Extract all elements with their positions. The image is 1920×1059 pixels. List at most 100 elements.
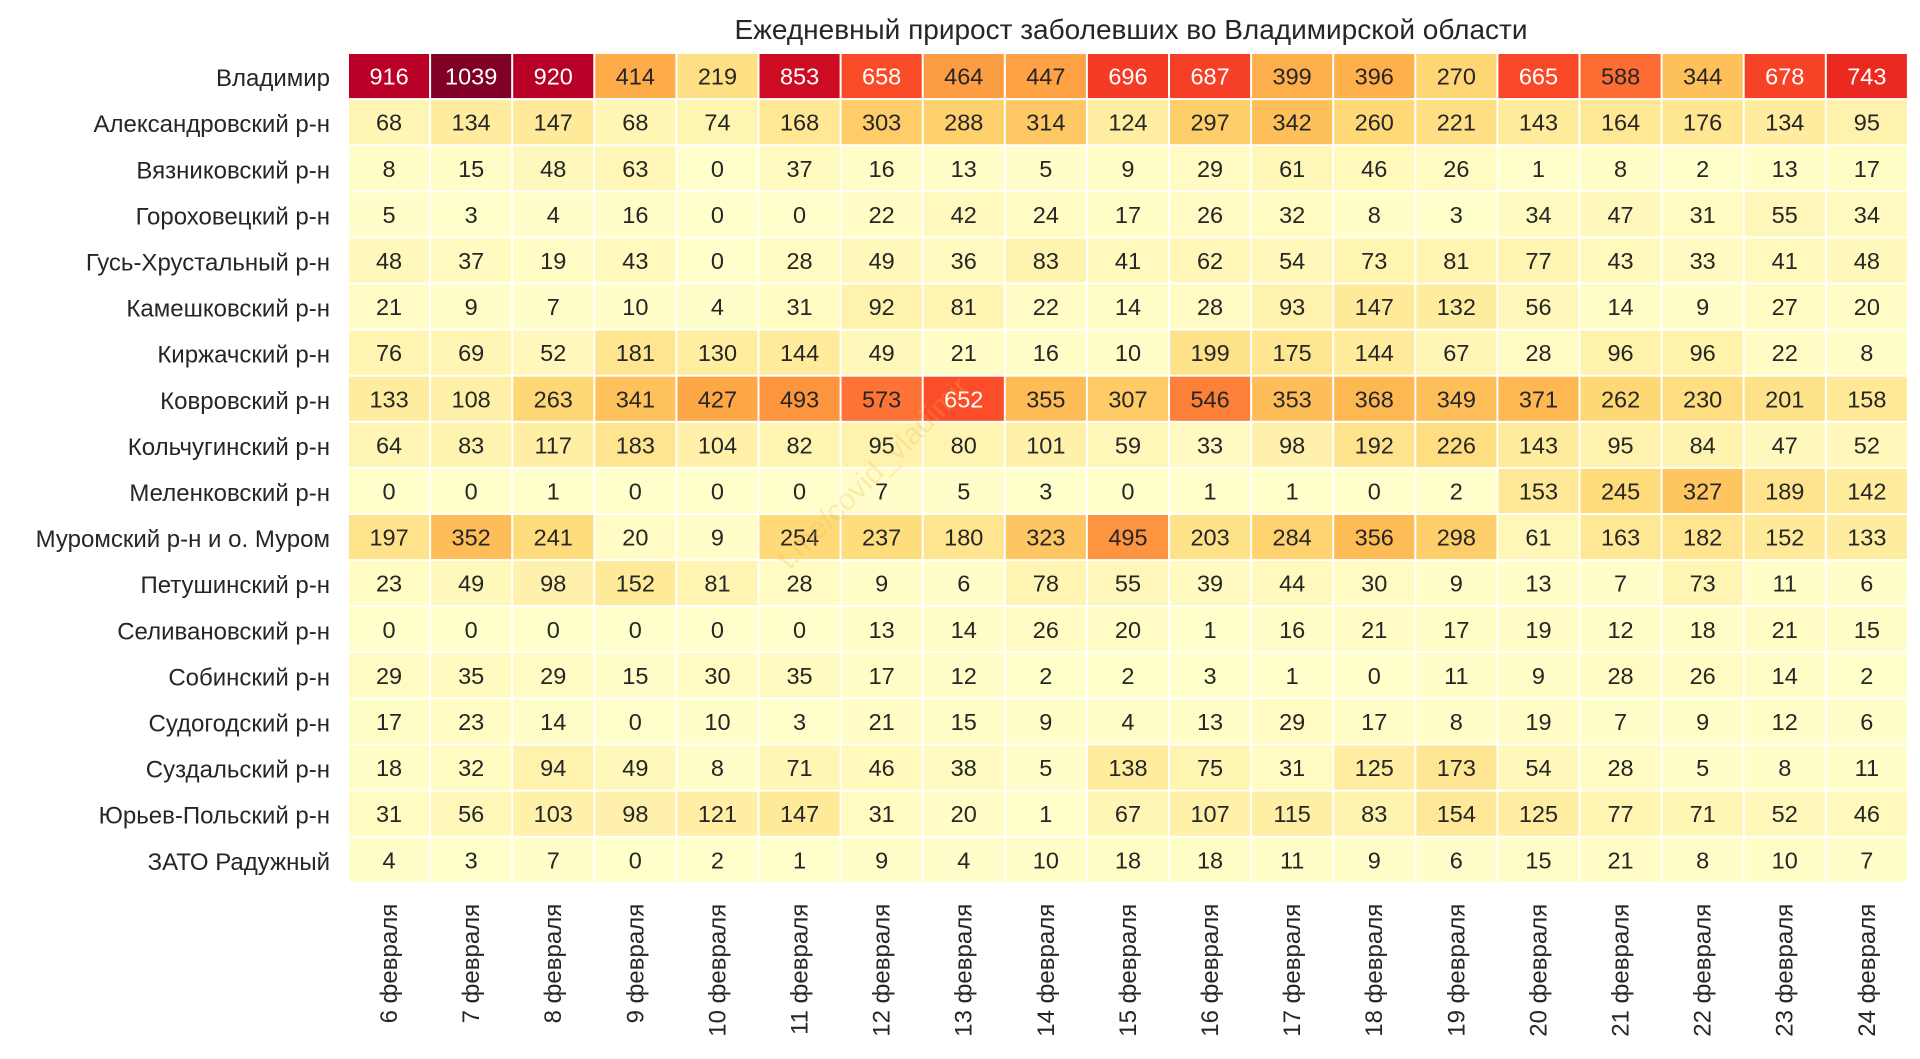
- heatmap-cell: [595, 837, 676, 882]
- column-label: 8 февраля: [540, 904, 567, 1024]
- heatmap-cell: [1334, 284, 1415, 329]
- cell-value-label: 5: [1039, 755, 1052, 781]
- heatmap-cell: [1252, 146, 1333, 191]
- cell-value-label: 17: [1854, 156, 1880, 182]
- cell-value-label: 9: [1368, 847, 1381, 873]
- heatmap-cell: [1005, 330, 1086, 375]
- cell-value-label: 73: [1361, 248, 1387, 274]
- heatmap-cell: [431, 468, 512, 513]
- cell-value-label: 133: [1847, 525, 1886, 551]
- heatmap-cell: [1416, 376, 1497, 421]
- cell-value-label: 260: [1355, 110, 1394, 136]
- cell-value-label: 101: [1026, 432, 1065, 458]
- cell-value-label: 221: [1437, 110, 1476, 136]
- heatmap-cell: [1334, 745, 1415, 790]
- cell-value-label: 21: [1772, 617, 1798, 643]
- column-label: 9 февраля: [622, 904, 649, 1024]
- cell-value-label: 11: [1280, 847, 1304, 873]
- cell-value-label: 15: [951, 709, 977, 735]
- heatmap-cell: [677, 791, 758, 836]
- cell-value-label: 1: [1286, 663, 1299, 689]
- heatmap-cell: [1498, 699, 1579, 744]
- cell-value-label: 399: [1273, 64, 1312, 90]
- cell-value-label: 82: [786, 432, 812, 458]
- cell-value-label: 4: [957, 847, 970, 873]
- heatmap-cell: [513, 515, 594, 560]
- heatmap-cell: [1252, 330, 1333, 375]
- cell-value-label: 203: [1190, 525, 1229, 551]
- heatmap-cell: [923, 100, 1004, 145]
- heatmap-cell: [1252, 422, 1333, 467]
- heatmap-cell: [759, 515, 840, 560]
- heatmap-cell: [349, 54, 430, 99]
- heatmap-cell: [1580, 330, 1661, 375]
- cell-value-label: 7: [547, 294, 560, 320]
- heatmap-cell: [1416, 100, 1497, 145]
- heatmap-cell: [1498, 791, 1579, 836]
- heatmap-cell: [595, 745, 676, 790]
- heatmap-cell: [1580, 561, 1661, 606]
- cell-value-label: 24: [1033, 202, 1059, 228]
- cell-value-label: 6: [1450, 847, 1463, 873]
- cell-value-label: 241: [534, 525, 573, 551]
- heatmap-cell: [1826, 376, 1907, 421]
- heatmap-cell: [1826, 192, 1907, 237]
- cell-value-label: 96: [1690, 340, 1716, 366]
- cell-value-label: 56: [1525, 294, 1551, 320]
- cell-value-label: 0: [383, 478, 396, 504]
- heatmap-cell: [759, 100, 840, 145]
- cell-value-label: 21: [1607, 847, 1633, 873]
- cell-value-label: 68: [376, 110, 402, 136]
- cell-value-label: 98: [622, 801, 648, 827]
- cell-value-label: 18: [376, 755, 402, 781]
- cell-value-label: 17: [1443, 617, 1469, 643]
- row-label: Ковровский р-н: [160, 388, 330, 415]
- heatmap-cell: [431, 422, 512, 467]
- heatmap-cell: [595, 791, 676, 836]
- cell-value-label: 4: [383, 847, 396, 873]
- heatmap-cell: [1662, 100, 1743, 145]
- heatmap-cell: [595, 54, 676, 99]
- heatmap-cell: [1498, 653, 1579, 698]
- cell-value-label: 0: [629, 709, 642, 735]
- cell-value-label: 10: [1772, 847, 1798, 873]
- cell-value-label: 94: [540, 755, 566, 781]
- row-label: Петушинский р-н: [140, 572, 330, 599]
- heatmap-cell: [431, 791, 512, 836]
- cell-value-label: 54: [1525, 755, 1551, 781]
- cell-value-label: 314: [1026, 110, 1065, 136]
- cell-value-label: 11: [1855, 755, 1879, 781]
- cell-value-label: 197: [369, 525, 408, 551]
- cell-value-label: 371: [1519, 386, 1558, 412]
- cell-value-label: 52: [1854, 432, 1880, 458]
- cell-value-label: 8: [1450, 709, 1463, 735]
- cell-value-label: 344: [1683, 64, 1722, 90]
- row-label: ЗАТО Радужный: [148, 849, 330, 876]
- heatmap-cell: [1826, 284, 1907, 329]
- heatmap-cell: [923, 515, 1004, 560]
- heatmap-cell: [1087, 100, 1168, 145]
- heatmap-cell: [841, 607, 922, 652]
- heatmap-cell: [759, 561, 840, 606]
- heatmap-cell: [1662, 515, 1743, 560]
- cell-value-label: 743: [1847, 64, 1886, 90]
- column-label: 10 февраля: [704, 904, 731, 1037]
- heatmap-cell: [513, 376, 594, 421]
- cell-value-label: 81: [951, 294, 977, 320]
- heatmap-cell: [1744, 330, 1825, 375]
- heatmap-cell: [1005, 468, 1086, 513]
- column-label: 12 февраля: [869, 904, 896, 1037]
- heatmap-cell: [349, 837, 430, 882]
- cell-value-label: 83: [1361, 801, 1387, 827]
- heatmap-cell: [1498, 54, 1579, 99]
- cell-value-label: 6: [957, 571, 970, 597]
- heatmap-cell: [1826, 100, 1907, 145]
- heatmap-cell: [677, 238, 758, 283]
- heatmap-cell: [923, 422, 1004, 467]
- cell-value-label: 121: [698, 801, 737, 827]
- cell-value-label: 0: [1368, 663, 1381, 689]
- heatmap-cell: [1170, 653, 1251, 698]
- heatmap-cell: [923, 192, 1004, 237]
- heatmap-cell: [431, 515, 512, 560]
- cell-value-label: 59: [1115, 432, 1141, 458]
